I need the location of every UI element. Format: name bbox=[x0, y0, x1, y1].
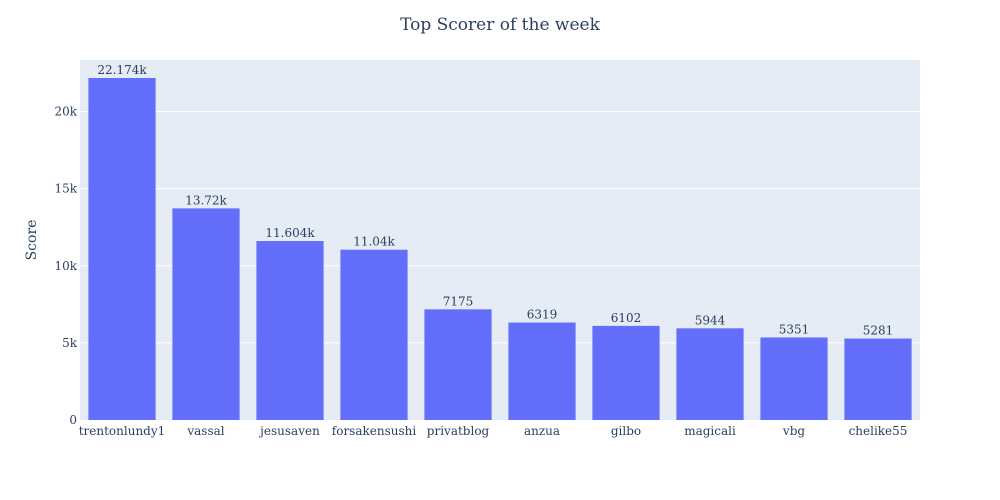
x-tick-label: vbg bbox=[782, 424, 805, 438]
x-tick-label: anzua bbox=[524, 424, 560, 438]
x-tick-label: vassal bbox=[186, 424, 224, 438]
bar-privatblog bbox=[424, 309, 492, 420]
bar-value-label: 7175 bbox=[443, 294, 474, 308]
y-tick-label: 10k bbox=[54, 259, 77, 273]
bar-trentonlundy1 bbox=[88, 77, 156, 420]
x-tick-label: trentonlundy1 bbox=[79, 424, 166, 438]
bar-value-label: 5281 bbox=[863, 324, 894, 338]
bar-value-label: 11.04k bbox=[353, 235, 395, 249]
bar-value-label: 5351 bbox=[779, 322, 810, 336]
bar-magicali bbox=[676, 328, 744, 420]
y-tick-label: 5k bbox=[62, 336, 78, 350]
x-axis-ticks: trentonlundy1 vassal jesusaven forsakensush… bbox=[79, 424, 908, 438]
bar-gilbo bbox=[592, 325, 660, 420]
bar-vbg bbox=[760, 337, 828, 420]
x-tick-label: jesusaven bbox=[258, 424, 320, 438]
bar-value-label: 22.174k bbox=[97, 63, 147, 77]
bar-value-label: 5944 bbox=[695, 313, 726, 327]
chart-title: Top Scorer of the week bbox=[400, 15, 601, 35]
bar-anzua bbox=[508, 322, 576, 420]
bar-value-label: 13.72k bbox=[185, 193, 227, 207]
y-tick-label: 0 bbox=[69, 413, 77, 427]
bar-value-label: 11.604k bbox=[265, 226, 315, 240]
bar-chelike55 bbox=[844, 338, 912, 420]
x-tick-label: magicali bbox=[684, 424, 736, 438]
bar-vassal bbox=[172, 208, 240, 420]
y-tick-label: 15k bbox=[54, 182, 77, 196]
bar-jesusaven bbox=[256, 241, 324, 420]
y-tick-label: 20k bbox=[54, 105, 77, 119]
y-axis-ticks: 0 5k 10k 15k 20k bbox=[54, 105, 77, 427]
bar-forsakensushi bbox=[340, 249, 408, 420]
x-tick-label: privatblog bbox=[427, 424, 490, 438]
bars bbox=[88, 77, 912, 420]
x-tick-label: gilbo bbox=[611, 424, 641, 438]
x-tick-label: chelike55 bbox=[849, 424, 908, 438]
bar-value-label: 6319 bbox=[527, 308, 558, 322]
bar-value-label: 6102 bbox=[611, 311, 642, 325]
y-axis-label: Score bbox=[24, 220, 40, 261]
bar-value-labels: 22.174k 13.72k 11.604k 11.04k 7175 6319 6102 59… bbox=[97, 63, 893, 338]
x-tick-label: forsakensushi bbox=[332, 424, 417, 438]
